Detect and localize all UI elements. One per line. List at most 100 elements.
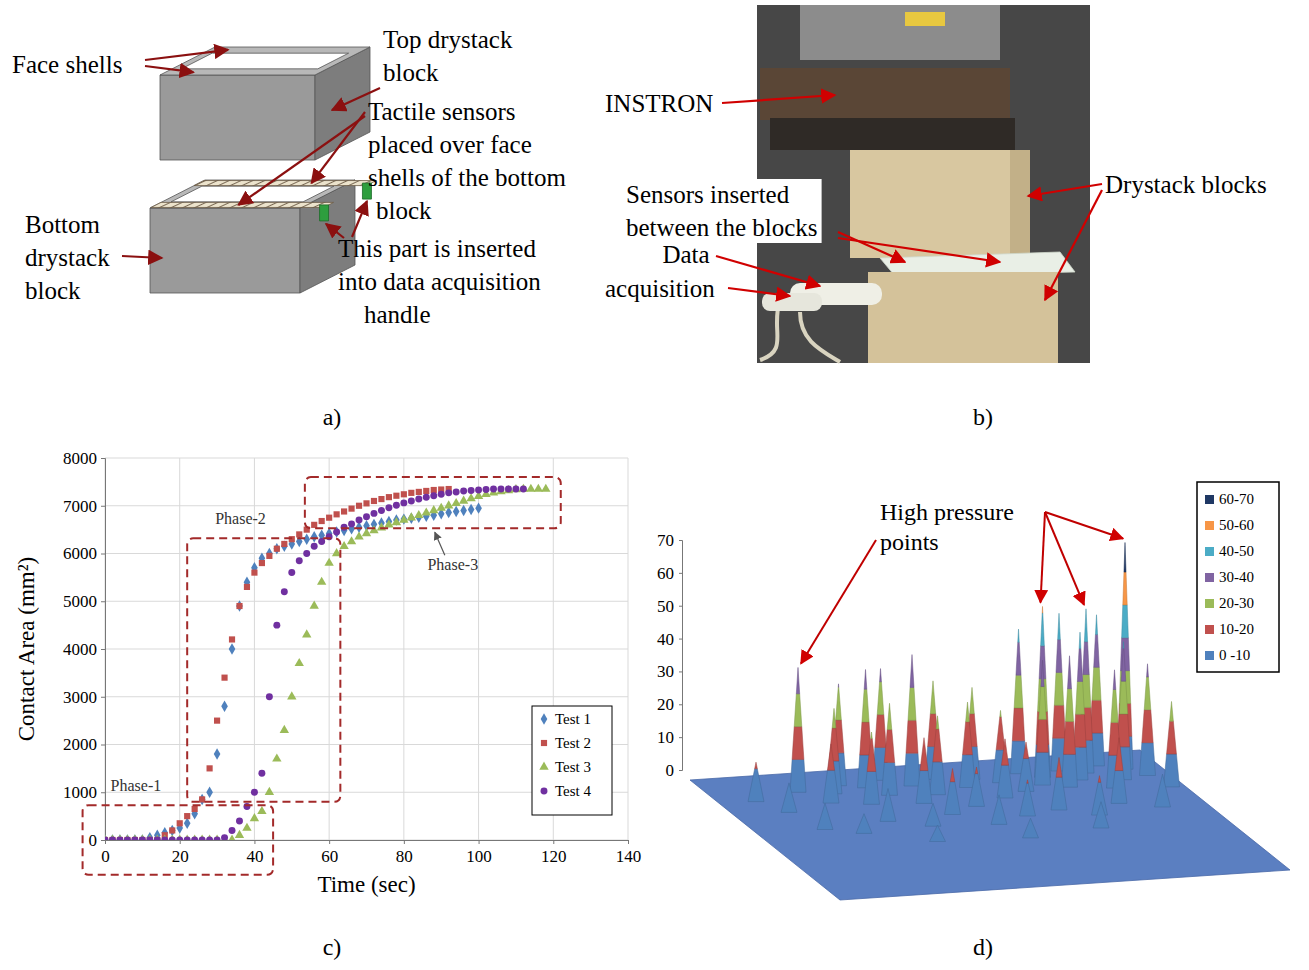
label: into data acquisition (338, 268, 541, 295)
annotation-label: Phase-1 (111, 777, 162, 794)
data-point (459, 496, 468, 504)
data-point (221, 834, 228, 840)
spike-band (930, 825, 946, 841)
pressure-spike (856, 814, 872, 834)
arrow (332, 88, 380, 110)
arrow (1045, 512, 1123, 538)
arrow (239, 116, 365, 205)
spike-band (823, 770, 839, 803)
spike-band (1113, 670, 1116, 690)
data-point (526, 484, 535, 492)
data-point (408, 497, 415, 504)
spike-band (1039, 687, 1047, 720)
data-point (105, 837, 108, 840)
block-top (160, 47, 370, 75)
spike-band (1058, 613, 1061, 639)
pressure-spike (1035, 660, 1051, 785)
label: Bottom (25, 211, 101, 238)
data-point (466, 493, 475, 501)
y-axis: 010002000300040005000600070008000 (63, 449, 106, 850)
data-point (423, 494, 430, 501)
grid (105, 458, 628, 840)
spike-band (792, 727, 804, 760)
spike-band (1027, 780, 1028, 783)
data-point (280, 725, 289, 733)
arrow (716, 256, 820, 286)
data-point (348, 506, 354, 512)
x-tick: 60 (321, 840, 338, 866)
spike-band (1164, 754, 1180, 787)
z-tick: 0 (666, 761, 683, 780)
y-tick: 7000 (63, 497, 105, 516)
label: block (376, 197, 432, 224)
spike-band (945, 782, 961, 815)
pressure-spike (960, 702, 976, 787)
pressure-spike (1107, 670, 1123, 788)
data-point (453, 488, 460, 495)
z-axis-line (679, 541, 683, 771)
label-background (601, 88, 717, 119)
top-block-shade (1010, 150, 1030, 258)
data-point (363, 500, 369, 506)
data-point (206, 837, 213, 840)
data-point (169, 825, 176, 836)
data-point (207, 765, 213, 771)
spike-band (1121, 648, 1126, 681)
data-point (154, 837, 161, 840)
data-point (169, 827, 175, 833)
pressure-spike (823, 744, 839, 803)
data-point (475, 502, 482, 513)
pressure-spike (1164, 701, 1180, 786)
data-point (311, 543, 318, 550)
legend-swatch (1205, 495, 1214, 504)
spike-band (887, 703, 892, 729)
label-background (622, 179, 822, 243)
data-point (505, 486, 512, 493)
spike-band (748, 769, 764, 802)
y-tick-mark (101, 554, 105, 555)
z-tick: 40 (657, 630, 682, 649)
spike-band (1041, 660, 1044, 686)
data-point (341, 508, 347, 514)
spike-band (884, 730, 894, 763)
pressure-spike (1155, 774, 1171, 807)
arrow (145, 66, 193, 72)
legend-box (532, 706, 612, 815)
spike-band (856, 814, 872, 834)
z-tick-label: 60 (657, 564, 674, 583)
annotation-label: Phase-3 (427, 556, 478, 573)
arrow (1045, 512, 1084, 605)
data-point (377, 522, 386, 530)
y-tick-mark (101, 649, 105, 650)
data-point (326, 533, 333, 540)
y-tick-label: 7000 (63, 497, 97, 516)
label: Tactile sensors (368, 98, 516, 125)
panel-d: 010203040506070High pressurepoints60-705… (657, 482, 1290, 900)
series (105, 502, 482, 840)
data-point (229, 827, 236, 834)
spike-band (916, 771, 932, 804)
spike-band (1083, 642, 1089, 675)
series (105, 486, 527, 840)
legend-label: Test 1 (555, 711, 591, 727)
data-point (258, 770, 265, 777)
spike-band (950, 769, 955, 782)
data-point (392, 517, 401, 525)
data-point (109, 837, 116, 840)
data-point (416, 489, 422, 495)
data-point (214, 837, 221, 840)
data-point (356, 503, 362, 509)
data-point (370, 510, 377, 517)
y-tick-label: 6000 (63, 544, 97, 563)
data-point (415, 496, 422, 503)
data-point (108, 835, 117, 840)
data-point (220, 835, 229, 840)
legend-label: 60-70 (1219, 491, 1254, 507)
data-point (475, 487, 482, 494)
y-axis-title: Contact Area (mm²) (14, 557, 39, 741)
data-point (423, 488, 429, 494)
grid-line (105, 553, 628, 554)
spike-band (1051, 777, 1067, 810)
data-point (468, 487, 475, 494)
label: shells of the bottom (368, 164, 566, 191)
